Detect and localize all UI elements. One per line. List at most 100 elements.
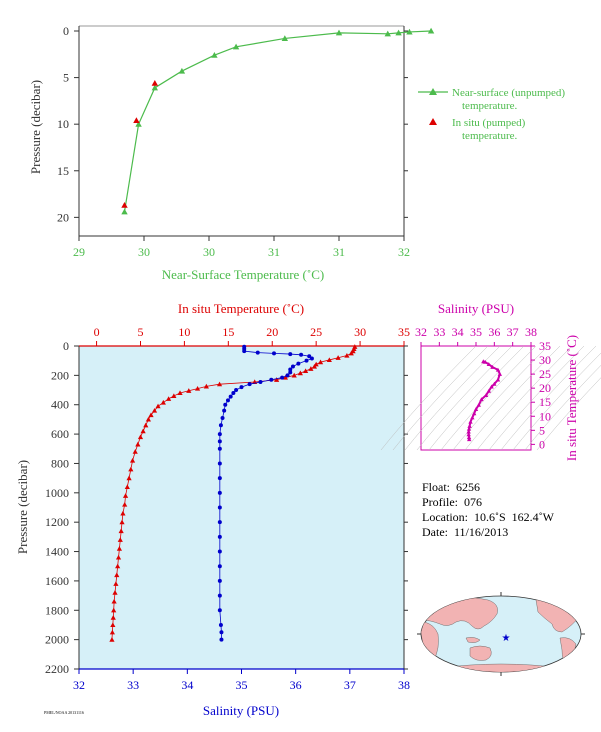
profile-top-tick-label: 20 xyxy=(266,325,278,339)
near-surface-legend: Near-surface (unpumped) temperature. In … xyxy=(418,87,565,142)
temperature-point xyxy=(118,528,124,534)
salinity-point xyxy=(218,622,223,627)
star-icon: ★ xyxy=(502,633,511,644)
float-info: Float: 6256 Profile: 076 Location: 10.6˚… xyxy=(422,480,554,540)
profile-bottom-tick-label: 33 xyxy=(127,678,139,692)
salinity-point xyxy=(285,373,290,378)
profile-number: Profile: 076 xyxy=(422,495,482,509)
near-surface-point xyxy=(406,28,413,35)
temperature-point xyxy=(203,383,209,389)
near-surface-point xyxy=(232,43,240,50)
profile-top-tick-label: 25 xyxy=(310,325,322,339)
legend-label-red: In situ (pumped) temperature. xyxy=(452,117,528,142)
temperature-point xyxy=(122,501,128,507)
near-surface-line xyxy=(123,30,432,212)
world-map: ★ xyxy=(417,592,585,676)
legend-marker-green xyxy=(429,88,437,95)
temperature-point xyxy=(194,385,201,391)
profile-bottom-tick-label: 38 xyxy=(398,678,410,692)
profile-top-tick-label: 30 xyxy=(354,325,366,339)
profile-bottom-tick-label: 34 xyxy=(181,678,193,692)
temperature-point xyxy=(148,412,154,418)
temperature-point xyxy=(132,449,138,454)
profile-top-axis-label: In situ Temperature (˚C) xyxy=(178,301,304,316)
density-contour xyxy=(452,345,549,451)
salinity-point xyxy=(217,564,222,569)
temperature-point xyxy=(122,493,129,498)
temperature-point xyxy=(165,396,172,401)
ts-xtick-label: 34 xyxy=(452,325,464,339)
near-surface-ytick-label: 5 xyxy=(63,71,69,85)
salinity-point xyxy=(217,490,222,495)
ts-xtick-label: 37 xyxy=(507,325,519,339)
salinity-point xyxy=(217,505,222,510)
ts-point xyxy=(470,415,475,420)
profile-top-tick-label: 15 xyxy=(222,325,234,339)
temperature-point xyxy=(137,434,144,440)
salinity-point xyxy=(234,388,239,393)
temperature-point xyxy=(335,355,341,360)
in-situ-point xyxy=(151,79,159,86)
ts-series xyxy=(466,359,503,442)
near-surface-point xyxy=(384,30,391,37)
profile-top-tick-label: 0 xyxy=(94,325,100,339)
near-surface-ytick-label: 15 xyxy=(57,164,69,178)
map-land-south-america xyxy=(559,637,577,667)
profile-ticks: 0 5 10 15 20 25 30 35 32 33 34 35 36 37 38 0 200 400 600 80… xyxy=(45,325,410,692)
temperature-point xyxy=(111,598,117,604)
near-surface-point xyxy=(121,208,128,215)
map-land-greenland xyxy=(573,597,581,605)
ts-ytick-label: 35 xyxy=(539,339,551,353)
near-surface-point xyxy=(211,52,218,58)
temperature-point xyxy=(115,554,122,560)
temperature-point xyxy=(297,370,303,376)
salinity-point xyxy=(217,549,222,554)
near-surface-frame xyxy=(78,25,405,237)
ts-point xyxy=(479,397,484,402)
ts-point xyxy=(468,419,473,424)
profile-bottom-tick-label: 32 xyxy=(73,678,85,692)
profile-ytick-label: 400 xyxy=(51,398,69,412)
near-surface-ytick-label: 0 xyxy=(63,24,69,38)
near-surface-point xyxy=(178,67,186,74)
ts-point xyxy=(467,437,472,442)
ts-point xyxy=(471,411,477,416)
temperature-point xyxy=(109,637,115,642)
temperature-point xyxy=(109,629,115,635)
profile-ytick-label: 1600 xyxy=(45,574,69,588)
profile-ytick-label: 1800 xyxy=(45,603,69,617)
profile-date: Date: 11/16/2013 xyxy=(422,525,509,539)
near-surface-point xyxy=(335,29,343,36)
salinity-point xyxy=(288,367,293,372)
temperature-point xyxy=(114,572,120,578)
salinity-point xyxy=(288,352,293,357)
ts-ytick-label: 5 xyxy=(539,423,545,437)
ts-point xyxy=(482,359,488,364)
temperature-point xyxy=(110,622,116,628)
ts-xlabel: Salinity (PSU) xyxy=(438,301,514,316)
density-contour xyxy=(476,345,573,451)
salinity-point xyxy=(220,415,225,420)
near-surface-xtick-label: 30 xyxy=(203,245,215,259)
salinity-point xyxy=(219,630,224,635)
temperature-point xyxy=(126,475,132,481)
ts-point xyxy=(497,371,503,376)
near-surface-ylabel: Pressure (decibar) xyxy=(28,80,43,174)
ts-ytick-label: 15 xyxy=(539,395,551,409)
temperature-point xyxy=(155,403,161,409)
near-surface-chart: 29 30 30 31 31 32 0 5 10 15 20 Near-Surface Temper… xyxy=(28,24,565,282)
temperature-point xyxy=(177,390,183,396)
temperature-point xyxy=(326,357,332,363)
ts-point xyxy=(466,435,472,440)
density-contour xyxy=(404,345,501,451)
temperature-point xyxy=(348,350,354,356)
ts-point xyxy=(489,384,494,389)
ts-ylabel: In situ Temperature (˚C) xyxy=(564,335,579,461)
salinity-point xyxy=(217,461,222,466)
ts-point xyxy=(466,429,471,434)
salinity-point xyxy=(269,377,274,382)
near-surface-xtick-label: 29 xyxy=(73,245,85,259)
temperature-point xyxy=(129,457,136,463)
